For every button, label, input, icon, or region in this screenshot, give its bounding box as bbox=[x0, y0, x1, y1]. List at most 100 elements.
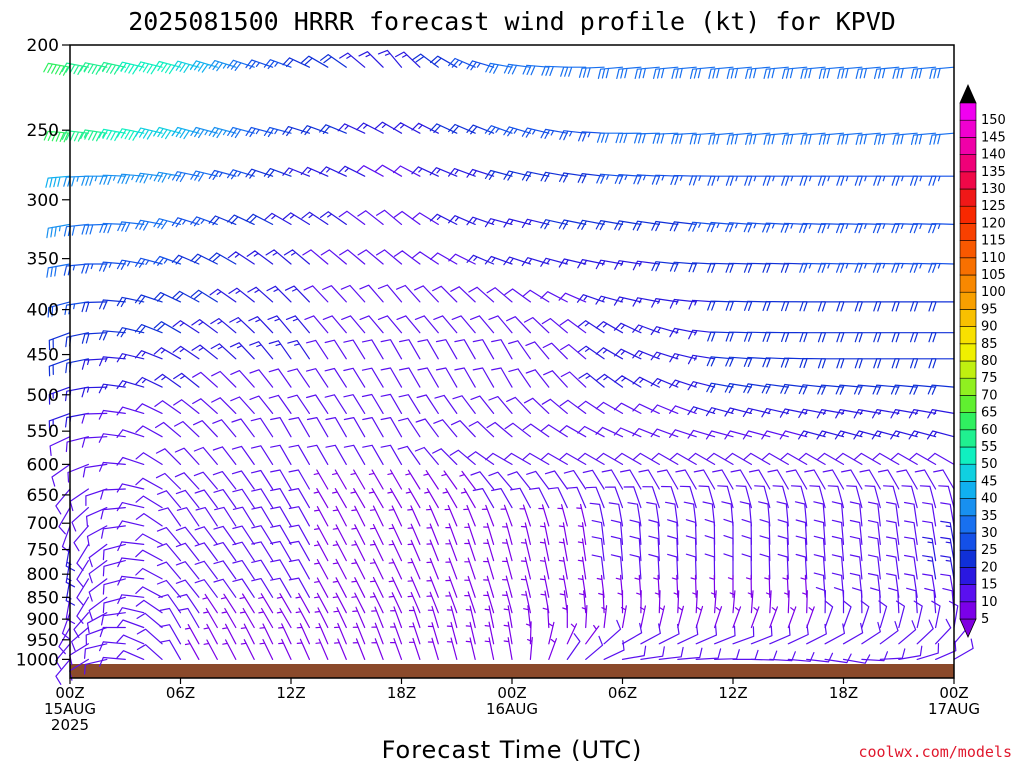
wind-barb bbox=[522, 452, 550, 465]
wind-barb bbox=[872, 223, 900, 234]
wind-barb bbox=[769, 625, 791, 645]
wind-barb bbox=[313, 488, 329, 509]
wind-barb bbox=[502, 557, 513, 580]
wind-barb bbox=[824, 653, 852, 664]
wind-barb bbox=[135, 61, 163, 75]
wind-barb bbox=[558, 258, 587, 268]
x-tick-label: 18Z bbox=[387, 684, 416, 702]
wind-barb bbox=[325, 417, 347, 438]
wind-barb bbox=[615, 132, 642, 144]
wind-barb bbox=[813, 572, 826, 598]
wind-barb bbox=[306, 394, 329, 414]
y-tick-label: 1000 bbox=[16, 650, 59, 670]
wind-barb bbox=[267, 315, 292, 334]
wind-barb bbox=[904, 554, 918, 580]
x-tick-label: 18Z bbox=[829, 684, 858, 702]
wind-barb bbox=[689, 132, 716, 145]
wind-barb bbox=[834, 430, 863, 440]
y-tick-label: 550 bbox=[27, 422, 59, 442]
wind-barb bbox=[632, 428, 660, 438]
wind-barb bbox=[408, 606, 421, 629]
wind-barb bbox=[343, 417, 366, 438]
colorbar-label: 140 bbox=[981, 148, 1006, 163]
wind-barb bbox=[88, 543, 108, 568]
wind-barb bbox=[854, 262, 881, 273]
wind-barb bbox=[246, 250, 274, 265]
wind-barb bbox=[213, 489, 237, 509]
wind-barb bbox=[616, 66, 642, 79]
wind-barb bbox=[627, 502, 642, 527]
wind-barb bbox=[867, 520, 881, 545]
wind-barb bbox=[782, 574, 789, 598]
wind-barb bbox=[529, 487, 550, 509]
wind-barb bbox=[577, 425, 605, 438]
wind-barb bbox=[99, 356, 126, 367]
wind-barb bbox=[445, 591, 458, 614]
wind-barb bbox=[154, 400, 182, 414]
wind-barb bbox=[491, 339, 513, 360]
wind-barb bbox=[295, 592, 310, 614]
wind-barb bbox=[388, 540, 403, 562]
wind-barb bbox=[855, 66, 881, 79]
colorbar-swatch bbox=[959, 498, 977, 517]
wind-barb bbox=[194, 560, 218, 580]
colorbar-label: 35 bbox=[981, 509, 998, 524]
wind-barb bbox=[465, 605, 476, 629]
wind-barb bbox=[445, 557, 458, 580]
wind-barb bbox=[928, 223, 955, 234]
wind-barb bbox=[470, 471, 495, 490]
wind-barb bbox=[886, 573, 900, 598]
wind-barb bbox=[732, 626, 755, 645]
wind-barb bbox=[444, 505, 458, 527]
wind-barb bbox=[601, 469, 624, 490]
wind-barb bbox=[135, 599, 163, 614]
wind-barb bbox=[541, 398, 568, 414]
wind-barb bbox=[102, 543, 126, 561]
wind-barb bbox=[116, 61, 145, 75]
wind-barb bbox=[928, 301, 955, 312]
wind-barb bbox=[155, 421, 182, 438]
wind-barb bbox=[632, 452, 660, 465]
wind-barb bbox=[817, 223, 845, 234]
wind-barb bbox=[371, 606, 384, 629]
wind-barb bbox=[817, 175, 845, 186]
wind-barb bbox=[874, 66, 900, 79]
wind-barb bbox=[642, 486, 660, 509]
wind-barb bbox=[539, 522, 550, 545]
wind-barb bbox=[61, 130, 89, 142]
wind-barb bbox=[240, 623, 255, 645]
wind-barb bbox=[332, 469, 347, 490]
plot-area bbox=[43, 44, 974, 685]
wind-barb bbox=[343, 367, 366, 388]
wind-barb bbox=[288, 577, 310, 598]
wind-barb bbox=[212, 446, 237, 465]
wind-barb bbox=[352, 622, 366, 645]
wind-barb bbox=[671, 574, 679, 598]
wind-barb bbox=[591, 536, 605, 562]
wind-barb bbox=[448, 57, 476, 68]
wind-barb bbox=[415, 418, 439, 438]
wind-barb bbox=[51, 463, 71, 487]
wind-barb bbox=[250, 417, 274, 438]
colorbar-swatch bbox=[959, 360, 977, 379]
wind-barb bbox=[287, 394, 310, 414]
wind-barb bbox=[926, 430, 955, 440]
wind-barb bbox=[521, 218, 550, 228]
wind-barb bbox=[743, 452, 771, 465]
wind-barb bbox=[99, 656, 126, 667]
wind-barb bbox=[332, 505, 347, 527]
wind-barb bbox=[725, 222, 752, 233]
wind-barb bbox=[472, 339, 495, 360]
wind-barb bbox=[864, 485, 881, 509]
wind-barb bbox=[245, 59, 274, 70]
wind-barb bbox=[860, 600, 870, 629]
wind-barb bbox=[557, 504, 568, 527]
wind-barb bbox=[390, 638, 403, 660]
wind-barb bbox=[836, 262, 863, 273]
wind-barb bbox=[156, 561, 182, 580]
wind-barb bbox=[429, 167, 458, 177]
wind-barb bbox=[173, 372, 200, 388]
wind-barb bbox=[541, 318, 568, 334]
wind-barb bbox=[270, 524, 292, 545]
